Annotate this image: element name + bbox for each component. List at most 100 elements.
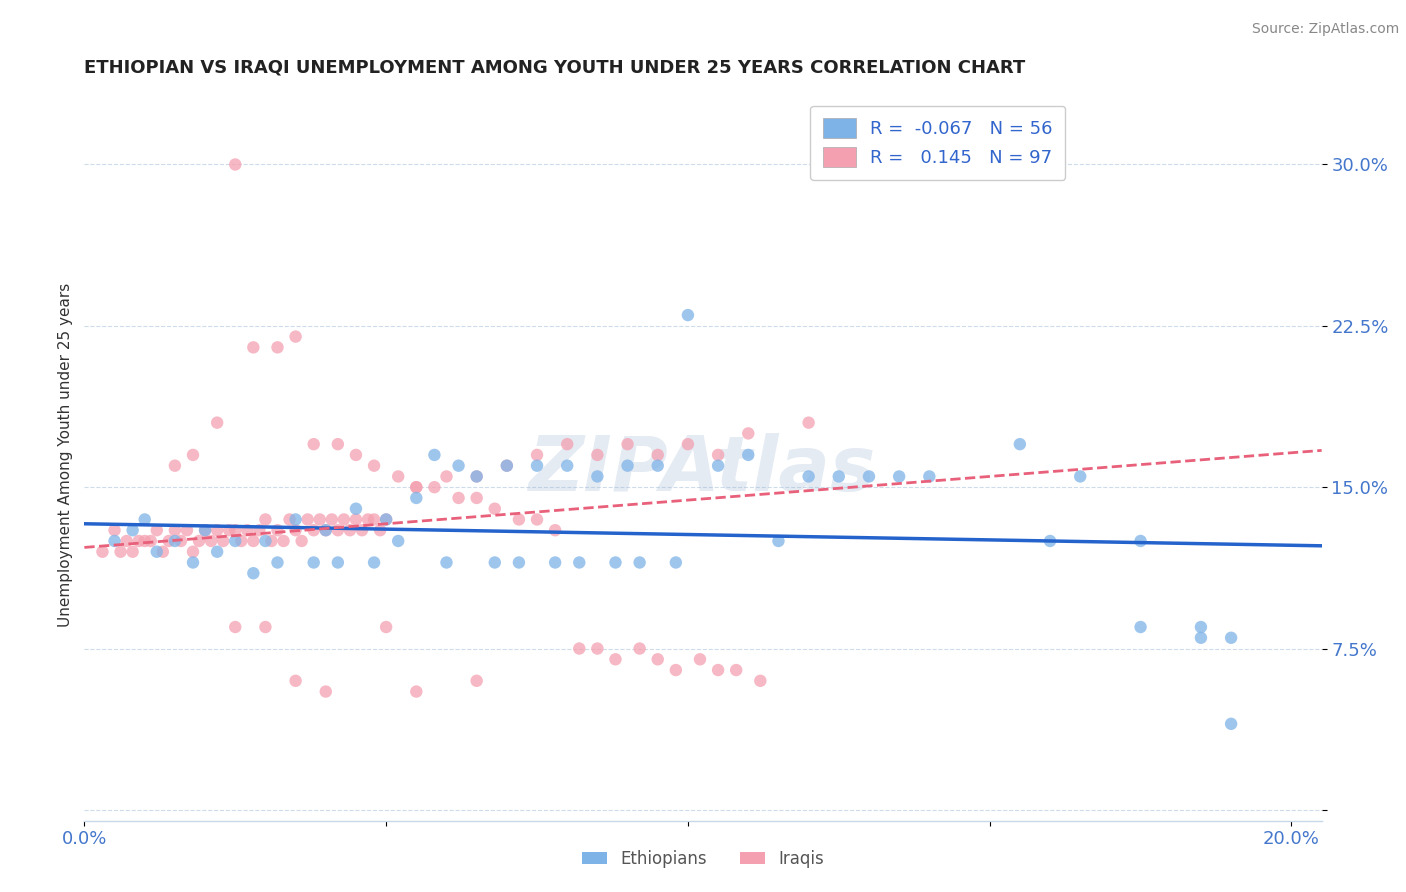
Point [1039, 533, 1062, 548]
Point [194, 523, 217, 537]
Point [1129, 533, 1152, 548]
Point [647, 458, 669, 473]
Point [152, 545, 174, 559]
Point [266, 556, 288, 570]
Point [544, 523, 567, 537]
Point [495, 458, 517, 473]
Point [302, 556, 325, 570]
Point [297, 512, 319, 526]
Point [284, 673, 307, 688]
Point [544, 556, 567, 570]
Point [254, 512, 277, 526]
Point [707, 663, 730, 677]
Point [157, 533, 180, 548]
Point [1189, 631, 1212, 645]
Point [665, 663, 688, 677]
Point [308, 512, 330, 526]
Point [134, 533, 156, 548]
Point [315, 684, 337, 698]
Point [224, 620, 246, 634]
Point [526, 512, 548, 526]
Point [357, 512, 380, 526]
Point [465, 491, 488, 505]
Point [568, 556, 591, 570]
Point [707, 448, 730, 462]
Point [181, 448, 204, 462]
Point [375, 512, 398, 526]
Point [188, 533, 211, 548]
Point [333, 512, 356, 526]
Y-axis label: Unemployment Among Youth under 25 years: Unemployment Among Youth under 25 years [58, 283, 73, 627]
Point [647, 652, 669, 666]
Point [339, 523, 361, 537]
Text: ETHIOPIAN VS IRAQI UNEMPLOYMENT AMONG YOUTH UNDER 25 YEARS CORRELATION CHART: ETHIOPIAN VS IRAQI UNEMPLOYMENT AMONG YO… [84, 59, 1025, 77]
Point [375, 512, 398, 526]
Point [586, 469, 609, 483]
Point [231, 533, 253, 548]
Point [616, 458, 638, 473]
Point [405, 480, 427, 494]
Point [555, 458, 578, 473]
Point [212, 533, 235, 548]
Point [181, 556, 204, 570]
Point [326, 523, 349, 537]
Point [350, 523, 373, 537]
Point [586, 641, 609, 656]
Point [508, 556, 530, 570]
Point [628, 641, 651, 656]
Point [260, 533, 283, 548]
Point [139, 533, 162, 548]
Point [737, 426, 759, 441]
Point [586, 448, 609, 462]
Point [163, 458, 186, 473]
Point [128, 533, 150, 548]
Point [423, 448, 446, 462]
Point [555, 437, 578, 451]
Point [465, 469, 488, 483]
Point [665, 556, 688, 570]
Point [363, 512, 385, 526]
Point [194, 523, 217, 537]
Point [205, 416, 228, 430]
Point [284, 512, 307, 526]
Point [508, 512, 530, 526]
Point [110, 545, 132, 559]
Point [465, 469, 488, 483]
Point [1220, 716, 1243, 731]
Point [768, 533, 790, 548]
Point [242, 340, 264, 354]
Point [465, 673, 488, 688]
Point [344, 501, 367, 516]
Text: Source: ZipAtlas.com: Source: ZipAtlas.com [1251, 22, 1399, 37]
Point [218, 523, 240, 537]
Point [405, 480, 427, 494]
Point [405, 684, 427, 698]
Point [254, 620, 277, 634]
Point [387, 533, 409, 548]
Point [605, 556, 627, 570]
Point [224, 157, 246, 171]
Point [1220, 631, 1243, 645]
Point [134, 512, 156, 526]
Point [278, 512, 301, 526]
Point [484, 501, 506, 516]
Point [115, 533, 138, 548]
Point [689, 652, 711, 666]
Point [266, 340, 288, 354]
Point [676, 437, 699, 451]
Point [205, 523, 228, 537]
Point [797, 469, 820, 483]
Point [628, 556, 651, 570]
Point [918, 469, 941, 483]
Point [889, 469, 911, 483]
Point [170, 533, 193, 548]
Point [103, 523, 125, 537]
Point [568, 641, 591, 656]
Point [484, 556, 506, 570]
Point [737, 448, 759, 462]
Point [368, 523, 391, 537]
Point [326, 556, 349, 570]
Legend: Ethiopians, Iraqis: Ethiopians, Iraqis [575, 843, 831, 874]
Point [526, 458, 548, 473]
Point [1008, 437, 1031, 451]
